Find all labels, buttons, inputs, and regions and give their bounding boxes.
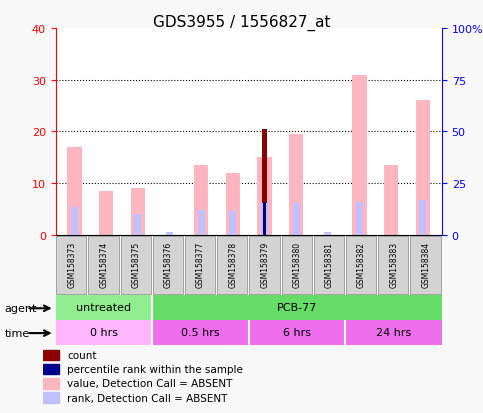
Text: 0 hrs: 0 hrs xyxy=(90,328,118,337)
Text: time: time xyxy=(5,328,30,338)
Bar xyxy=(194,166,208,235)
Text: value, Detection Call = ABSENT: value, Detection Call = ABSENT xyxy=(68,379,233,389)
Text: percentile rank within the sample: percentile rank within the sample xyxy=(68,365,243,375)
Text: GSM158373: GSM158373 xyxy=(67,241,76,287)
Bar xyxy=(249,320,345,345)
Text: GDS3955 / 1556827_at: GDS3955 / 1556827_at xyxy=(153,14,330,31)
Text: 24 hrs: 24 hrs xyxy=(376,328,411,337)
Text: agent: agent xyxy=(5,304,37,313)
Text: GSM158380: GSM158380 xyxy=(293,241,301,287)
Text: GSM158379: GSM158379 xyxy=(260,241,270,287)
Bar xyxy=(229,211,236,235)
Bar xyxy=(378,237,409,295)
Bar xyxy=(88,237,119,295)
Bar xyxy=(121,237,151,295)
Text: PCB-77: PCB-77 xyxy=(277,303,317,313)
Bar xyxy=(43,350,59,361)
Text: 0.5 hrs: 0.5 hrs xyxy=(181,328,220,337)
Bar xyxy=(99,192,114,235)
Bar xyxy=(261,204,268,235)
Text: GSM158378: GSM158378 xyxy=(228,241,237,287)
Text: GSM158377: GSM158377 xyxy=(196,241,205,287)
Text: rank, Detection Call = ABSENT: rank, Detection Call = ABSENT xyxy=(68,393,228,403)
Text: count: count xyxy=(68,350,97,361)
Bar xyxy=(56,237,86,295)
Bar xyxy=(289,135,303,235)
Bar xyxy=(293,204,300,235)
Bar xyxy=(345,320,442,345)
Bar xyxy=(257,158,272,235)
Text: GSM158375: GSM158375 xyxy=(131,241,141,287)
Bar xyxy=(419,200,426,235)
Bar xyxy=(43,378,59,389)
Bar xyxy=(153,237,183,295)
Bar xyxy=(263,202,266,235)
Bar xyxy=(56,320,152,345)
Bar xyxy=(56,295,152,320)
Bar xyxy=(43,364,59,375)
Bar xyxy=(226,173,240,235)
Bar xyxy=(68,148,82,235)
Text: GSM158382: GSM158382 xyxy=(357,241,366,287)
Text: GSM158376: GSM158376 xyxy=(164,241,173,287)
Bar xyxy=(325,232,331,235)
Text: 6 hrs: 6 hrs xyxy=(283,328,311,337)
Bar xyxy=(411,237,440,295)
Text: GSM158383: GSM158383 xyxy=(389,241,398,287)
Bar xyxy=(131,189,145,235)
Bar xyxy=(71,207,78,235)
Bar xyxy=(217,237,247,295)
Bar xyxy=(314,237,344,295)
Bar xyxy=(152,320,249,345)
Text: GSM158381: GSM158381 xyxy=(325,241,334,287)
Text: GSM158384: GSM158384 xyxy=(421,241,430,287)
Bar xyxy=(43,392,59,403)
Bar xyxy=(416,101,430,235)
Bar xyxy=(166,232,173,235)
Bar xyxy=(249,237,280,295)
Bar xyxy=(198,211,205,235)
Bar xyxy=(346,237,376,295)
Bar xyxy=(185,237,215,295)
Text: untreated: untreated xyxy=(76,303,131,313)
Bar xyxy=(356,202,363,235)
Bar xyxy=(282,237,312,295)
Bar xyxy=(262,130,267,235)
Bar xyxy=(152,295,442,320)
Bar xyxy=(384,166,398,235)
Bar xyxy=(353,75,367,235)
Bar xyxy=(134,215,142,235)
Text: GSM158374: GSM158374 xyxy=(99,241,108,287)
